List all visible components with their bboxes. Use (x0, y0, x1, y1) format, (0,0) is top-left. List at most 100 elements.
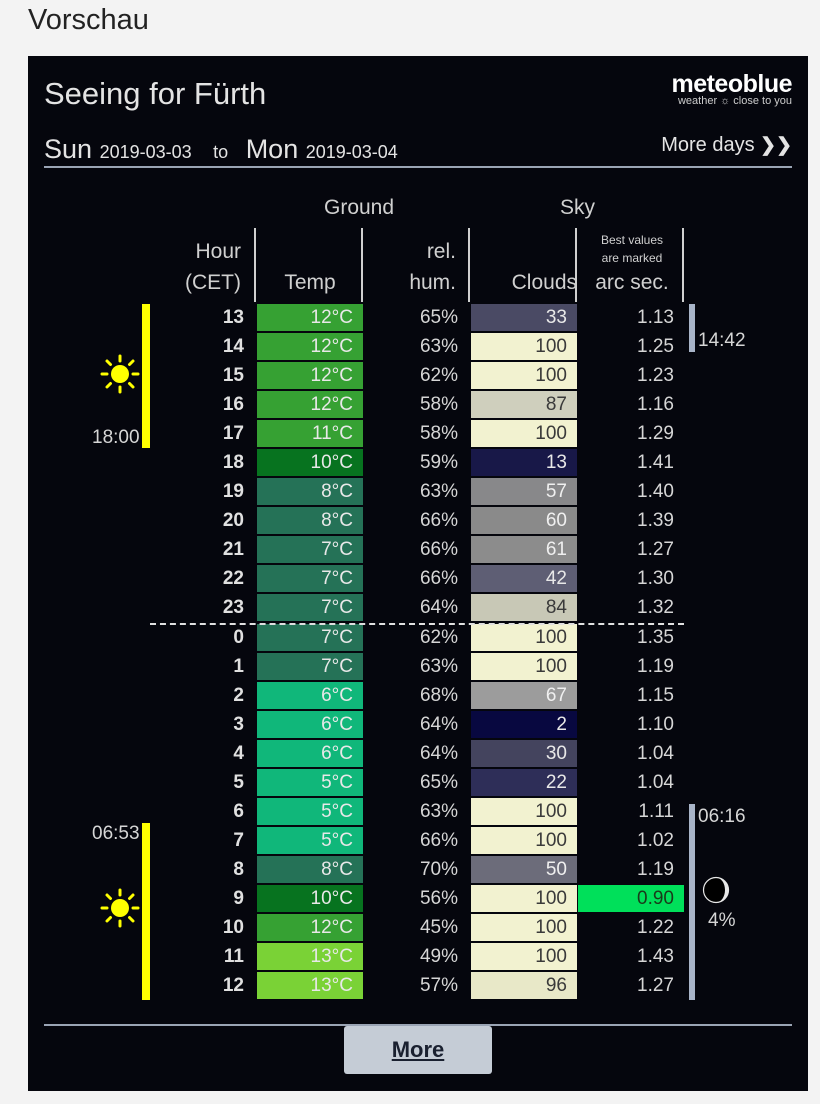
humidity-cell: 49% (419, 946, 458, 967)
hour-cell: 19 (222, 481, 244, 502)
table-row: 22 7°C 66% 42 1.30 (28, 565, 808, 594)
header-hum-l2: hum. (409, 271, 456, 294)
hour-cell: 21 (222, 539, 244, 560)
hour-cell: 18 (222, 452, 244, 473)
hour-cell: 2 (233, 685, 244, 706)
widget-title: Seeing for Fürth (44, 76, 267, 111)
clouds-cell: 2 (471, 711, 577, 738)
header-hum-l1: rel. (426, 240, 456, 263)
humidity-cell: 66% (419, 539, 458, 560)
date-from-day: Sun (44, 134, 93, 164)
table-row: 23 7°C 64% 84 1.32 (28, 594, 808, 623)
humidity-cell: 68% (419, 685, 458, 706)
seeing-cell: 1.11 (638, 801, 674, 822)
table-row: 1 7°C 63% 100 1.19 (28, 653, 808, 682)
hour-cell: 8 (233, 859, 244, 880)
double-chevron-right-icon: ❯❯ (760, 135, 792, 156)
table-row: 6 5°C 63% 100 1.11 (28, 798, 808, 827)
seeing-cell: 1.13 (637, 307, 674, 328)
logo-tagline: weather ☼ close to you (677, 95, 792, 107)
clouds-cell: 100 (471, 914, 577, 941)
hour-cell: 11 (223, 946, 244, 967)
humidity-cell: 64% (419, 714, 458, 735)
clouds-cell: 22 (471, 769, 577, 796)
seeing-cell: 1.04 (637, 772, 674, 793)
daylight-bar-morning (142, 823, 150, 1000)
clouds-cell: 100 (471, 827, 577, 854)
moonrise-time: 06:16 (698, 806, 746, 827)
hour-cell: 1 (233, 656, 244, 677)
header-divider (44, 166, 792, 168)
humidity-cell: 58% (419, 423, 458, 444)
seeing-cell-best: 0.90 (578, 885, 684, 912)
more-days-label: More days (661, 134, 755, 156)
humidity-cell: 45% (419, 917, 458, 938)
hour-cell: 16 (222, 394, 244, 415)
moonset-time: 14:42 (698, 330, 746, 351)
day-divider (150, 623, 684, 625)
seeing-cell: 1.39 (637, 510, 674, 531)
header-separator (361, 228, 363, 302)
seeing-cell: 1.43 (637, 946, 674, 967)
temp-cell: 7°C (257, 565, 363, 592)
hour-cell: 7 (233, 830, 244, 851)
table-row: 19 8°C 63% 57 1.40 (28, 478, 808, 507)
seeing-cell: 1.32 (637, 597, 674, 618)
group-header-sky: Sky (560, 196, 596, 219)
hour-cell: 20 (222, 510, 244, 531)
temp-cell: 7°C (257, 624, 363, 651)
header-clouds: Clouds (511, 271, 577, 294)
table-row: 3 6°C 64% 2 1.10 (28, 711, 808, 740)
seeing-cell: 1.19 (637, 656, 674, 677)
clouds-cell: 100 (471, 885, 577, 912)
table-row: 4 6°C 64% 30 1.04 (28, 740, 808, 769)
seeing-cell: 1.29 (637, 423, 674, 444)
hour-cell: 13 (222, 307, 244, 328)
meteoblue-logo[interactable]: meteoblue weather ☼ close to you (671, 70, 792, 107)
temp-cell: 8°C (257, 507, 363, 534)
more-days-link[interactable]: More days ❯❯ (661, 134, 792, 157)
table-row: 15 12°C 62% 100 1.23 (28, 362, 808, 391)
seeing-cell: 1.35 (637, 627, 674, 648)
clouds-cell: 100 (471, 624, 577, 651)
daylight-bar-evening (142, 304, 150, 448)
hour-cell: 9 (233, 888, 244, 909)
hour-cell: 5 (233, 772, 244, 793)
humidity-cell: 58% (419, 394, 458, 415)
temp-cell: 6°C (257, 682, 363, 709)
table-row: 11 13°C 49% 100 1.43 (28, 943, 808, 972)
clouds-cell: 100 (471, 333, 577, 360)
header-best-l2: are marked (601, 251, 663, 265)
date-to: 2019-03-04 (305, 142, 398, 162)
temp-cell: 8°C (257, 478, 363, 505)
table-row: 8 8°C 70% 50 1.19 (28, 856, 808, 885)
moon-phase-icon (702, 876, 730, 904)
table-row: 20 8°C 66% 60 1.39 (28, 507, 808, 536)
temp-cell: 8°C (257, 856, 363, 883)
hour-cell: 10 (222, 917, 244, 938)
group-header-ground: Ground (324, 196, 395, 219)
more-button[interactable]: More (344, 1026, 492, 1074)
temp-cell: 12°C (257, 914, 363, 941)
table-row: 16 12°C 58% 87 1.16 (28, 391, 808, 420)
header-hour: Hour (195, 240, 241, 263)
hour-cell: 3 (233, 714, 244, 735)
hour-cell: 22 (222, 568, 244, 589)
clouds-cell: 60 (471, 507, 577, 534)
clouds-cell: 100 (471, 943, 577, 970)
humidity-cell: 63% (419, 481, 458, 502)
temp-cell: 6°C (257, 711, 363, 738)
header-separator (468, 228, 470, 302)
page-title: Vorschau (28, 4, 149, 36)
temp-cell: 5°C (257, 827, 363, 854)
clouds-cell: 33 (471, 304, 577, 331)
header-separator (254, 228, 256, 302)
moon-bar-morning (689, 804, 695, 1000)
table-row: 0 7°C 62% 100 1.35 (28, 624, 808, 653)
seeing-cell: 1.10 (637, 714, 674, 735)
clouds-cell: 87 (471, 391, 577, 418)
temp-cell: 7°C (257, 653, 363, 680)
clouds-cell: 13 (471, 449, 577, 476)
date-separator: to (213, 142, 229, 162)
clouds-cell: 100 (471, 420, 577, 447)
